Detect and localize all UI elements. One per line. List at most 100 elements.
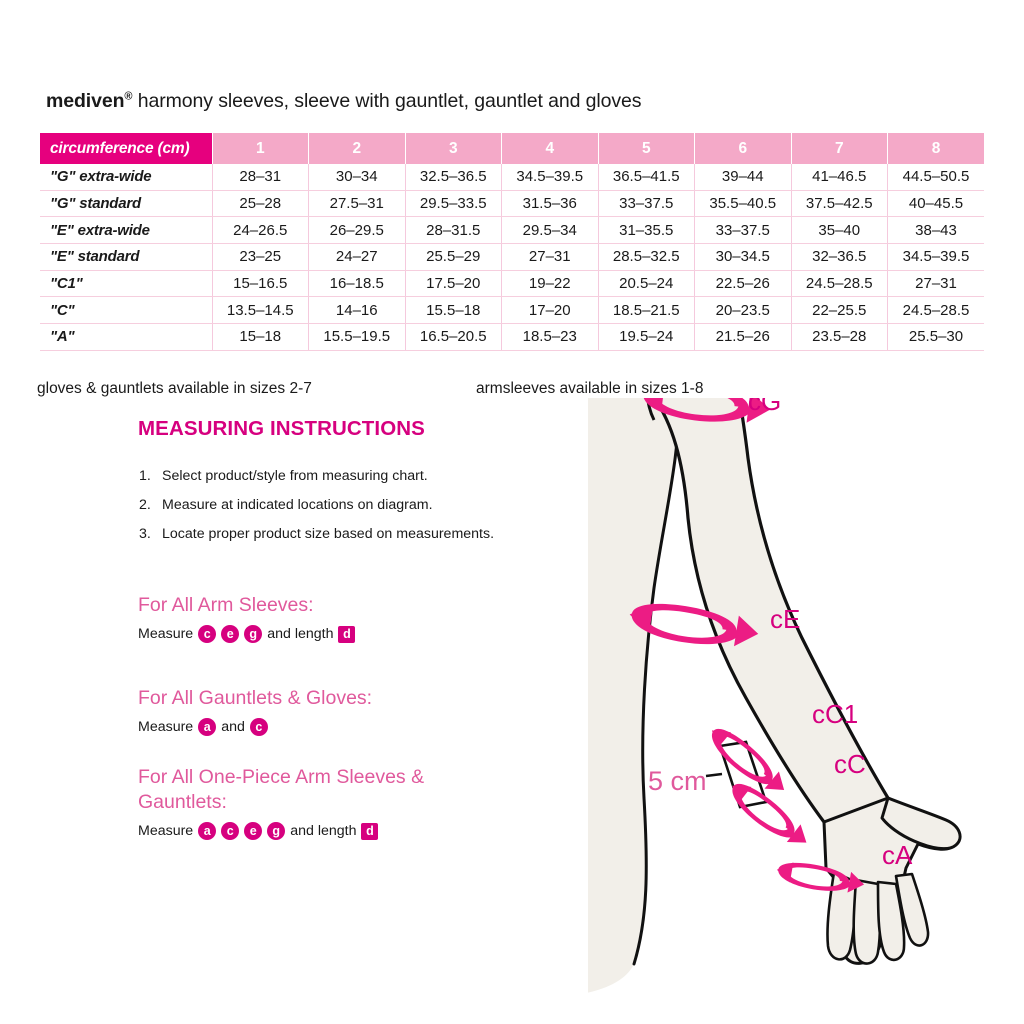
table-cell: 13.5–14.5	[212, 296, 309, 325]
table-row-label: "E" extra-wide	[40, 216, 213, 245]
measure-badge-a: a	[198, 822, 217, 840]
table-cell: 33–37.5	[694, 216, 792, 245]
measure-section-title: For All Gauntlets & Gloves:	[138, 687, 373, 709]
table-row: "C" 13.5–14.5 14–16 15.5–18 17–20 18.5–21.5 20…	[40, 296, 984, 325]
instruction-step-text: Measure at indicated locations on diagra…	[162, 497, 433, 513]
table-cell: 21.5–26	[694, 323, 792, 351]
size-column-header-8: 8	[887, 133, 984, 164]
measure-section-arm-sleeves: For All Arm Sleeves: Measure c e g and l…	[138, 593, 356, 643]
table-cell: 19–22	[501, 270, 599, 298]
table-cell: 23.5–28	[791, 323, 888, 351]
table-cell: 19.5–24	[598, 323, 695, 351]
table-cell: 25–28	[212, 190, 309, 218]
table-cell: 24–26.5	[212, 216, 309, 245]
table-cell: 27–31	[501, 243, 599, 271]
measure-section-one-piece: For All One-Piece Arm Sleeves & Gauntlet…	[138, 765, 468, 840]
size-column-header-3: 3	[405, 133, 502, 164]
measure-badge-a: a	[198, 718, 217, 736]
table-cell: 25.5–29	[405, 243, 502, 271]
table-cell: 32.5–36.5	[405, 164, 502, 191]
label-cA: cA	[882, 840, 913, 870]
table-row-label: "G" extra-wide	[40, 164, 213, 191]
table-cell: 36.5–41.5	[598, 164, 695, 191]
measure-badge-e: e	[221, 625, 240, 643]
table-cell: 28–31	[212, 164, 309, 191]
table-row: "G" extra-wide 28–31 30–34 32.5–36.5 34.5–39…	[40, 164, 984, 191]
measure-badge-c: c	[221, 822, 240, 840]
table-cell: 15.5–18	[405, 296, 502, 325]
table-cell: 30–34.5	[694, 243, 792, 271]
table-cell: 40–45.5	[887, 190, 984, 218]
measure-instruction-line: Measure a c e g and length d	[138, 822, 468, 840]
table-row: "E" extra-wide 24–26.5 26–29.5 28–31.5 29.5–…	[40, 216, 984, 245]
table-cell: 31.5–36	[501, 190, 599, 218]
measure-badge-d: d	[338, 625, 356, 643]
size-chart-table: circumference (cm) 1 2 3 4 5 6 7 8 "G" e…	[40, 133, 984, 351]
size-column-header-5: 5	[598, 133, 695, 164]
title-rest: harmony sleeves, sleeve with gauntlet, g…	[132, 90, 642, 112]
measure-lead: Measure	[138, 626, 194, 642]
measure-badge-g: g	[267, 822, 286, 840]
measure-instruction-line: Measure c e g and length d	[138, 625, 356, 643]
size-column-header-2: 2	[308, 133, 406, 164]
table-head: circumference (cm) 1 2 3 4 5 6 7 8	[40, 133, 984, 164]
table-cell: 44.5–50.5	[887, 164, 984, 191]
table-cell: 33–37.5	[598, 190, 695, 218]
table-cell: 27–31	[887, 270, 984, 298]
measure-mid-text: and length	[267, 626, 334, 642]
table-cell: 20–23.5	[694, 296, 792, 325]
table-cell: 16.5–20.5	[405, 323, 502, 351]
table-body: "G" extra-wide 28–31 30–34 32.5–36.5 34.5–39…	[40, 164, 984, 351]
table-row: "E" standard 23–25 24–27 25.5–29 27–31 28.5–3…	[40, 243, 984, 271]
table-row-label: "E" standard	[40, 243, 213, 271]
table-cell: 35.5–40.5	[694, 190, 792, 218]
table-row-label: "A"	[40, 323, 213, 351]
table-cell: 22–25.5	[791, 296, 888, 325]
table-cell: 25.5–30	[887, 323, 984, 351]
measure-badge-c: c	[249, 718, 268, 736]
table-cell: 39–44	[694, 164, 792, 191]
table-cell: 28–31.5	[405, 216, 502, 245]
measure-section-title: For All Arm Sleeves:	[138, 594, 314, 616]
instruction-step: 3. Locate proper product size based on me…	[139, 526, 494, 542]
instruction-step-number: 2.	[139, 497, 151, 513]
torso-shape	[588, 398, 682, 993]
table-header-row: circumference (cm) 1 2 3 4 5 6 7 8	[40, 133, 984, 164]
measure-instruction-line: Measure a and c	[138, 718, 372, 736]
table-cell: 41–46.5	[791, 164, 888, 191]
measure-section-gauntlets-gloves: For All Gauntlets & Gloves: Measure a an…	[138, 686, 372, 736]
table-cell: 31–35.5	[598, 216, 695, 245]
table-cell: 38–43	[887, 216, 984, 245]
label-cE: cE	[770, 604, 800, 634]
table-row-label: "G" standard	[40, 190, 213, 218]
table-cell: 35–40	[791, 216, 888, 245]
table-cell: 29.5–34	[501, 216, 599, 245]
instruction-step: 2. Measure at indicated locations on diag…	[139, 497, 494, 513]
measure-lead: Measure	[138, 823, 194, 839]
size-column-header-4: 4	[501, 133, 599, 164]
table-cell: 16–18.5	[308, 270, 406, 298]
table-cell: 18.5–23	[501, 323, 599, 351]
table-cell: 24.5–28.5	[791, 270, 888, 298]
brand-name: mediven	[46, 90, 125, 112]
table-cell: 18.5–21.5	[598, 296, 695, 325]
table-cell: 17–20	[501, 296, 599, 325]
table-cell: 15–18	[212, 323, 309, 351]
table-cell: 23–25	[212, 243, 309, 271]
table-row: "A" 15–18 15.5–19.5 16.5–20.5 18.5–23 19.5–24…	[40, 323, 984, 351]
table-cell: 37.5–42.5	[791, 190, 888, 218]
table-cell: 32–36.5	[791, 243, 888, 271]
table-cell: 34.5–39.5	[887, 243, 984, 271]
instruction-step-number: 3.	[139, 526, 151, 542]
measuring-instructions-list: 1. Select product/style from measuring ch…	[139, 468, 494, 555]
table-cell: 30–34	[308, 164, 406, 191]
registered-mark: ®	[124, 90, 133, 103]
size-column-header-7: 7	[791, 133, 888, 164]
table-cell: 26–29.5	[308, 216, 406, 245]
table-cell: 15.5–19.5	[308, 323, 406, 351]
measure-badge-c: c	[198, 625, 217, 643]
instruction-step-text: Select product/style from measuring char…	[162, 468, 428, 484]
label-cG: cG	[748, 398, 781, 416]
measuring-instructions-heading: MEASURING INSTRUCTIONS	[138, 417, 425, 440]
label-cC1: cC1	[812, 699, 858, 729]
